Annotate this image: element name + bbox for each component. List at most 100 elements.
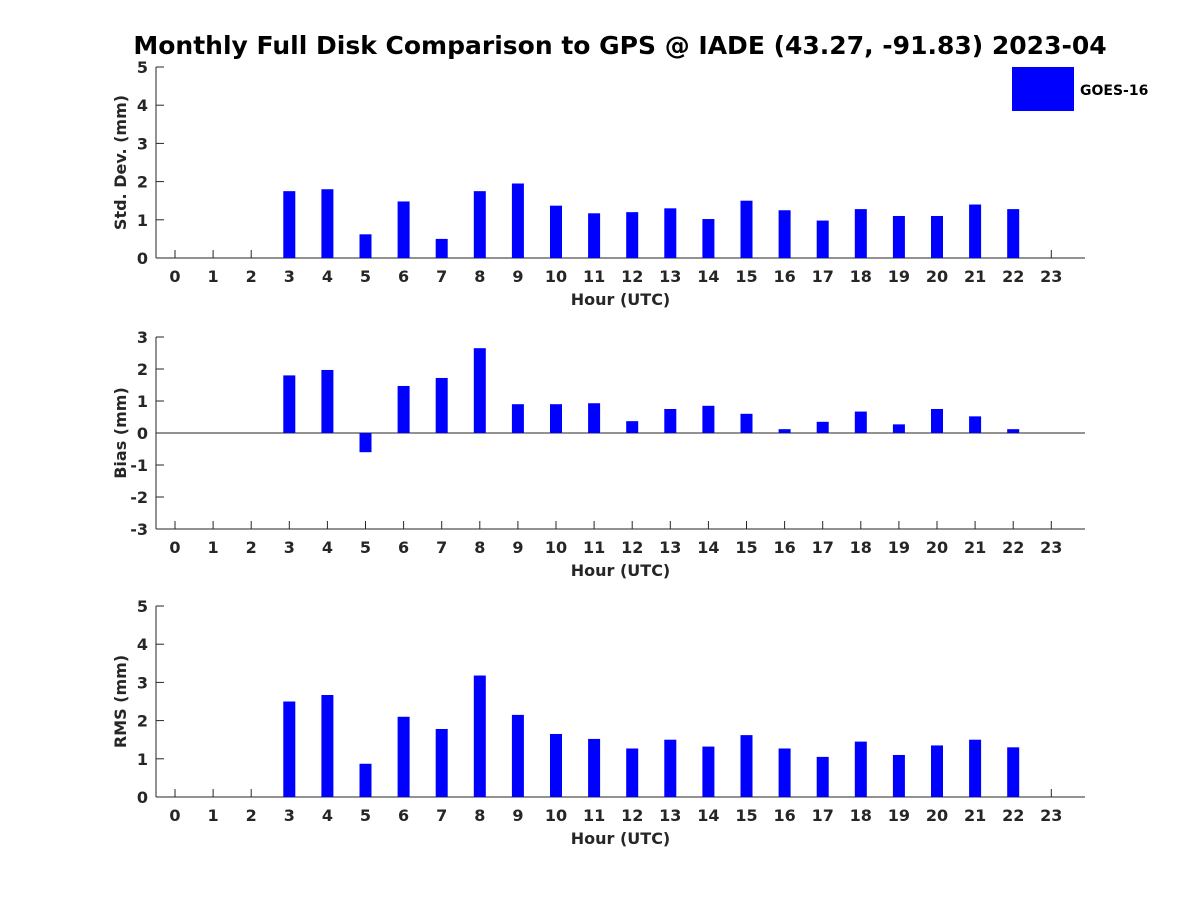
bar-hour-11 xyxy=(588,738,601,797)
y-tick-label: 2 xyxy=(137,360,148,379)
bar-hour-22 xyxy=(1007,429,1020,433)
y-tick-label: 2 xyxy=(137,173,148,192)
bar-hour-20 xyxy=(931,215,943,258)
bar-hour-5 xyxy=(359,763,372,797)
x-tick-label: 0 xyxy=(169,538,180,557)
x-tick-label: 19 xyxy=(888,267,910,286)
bar-hour-21 xyxy=(969,416,982,433)
x-tick-label: 9 xyxy=(512,538,523,557)
bar-hour-14 xyxy=(702,219,715,258)
bar-hour-9 xyxy=(511,183,524,258)
legend: GOES-16 xyxy=(1012,67,1148,111)
y-axis-label: Bias (mm) xyxy=(111,387,130,479)
x-tick-label: 4 xyxy=(322,538,333,557)
bar-hour-10 xyxy=(550,733,562,797)
bar-hour-5 xyxy=(359,234,372,258)
x-tick-label: 8 xyxy=(474,806,485,825)
y-tick-label: -1 xyxy=(130,456,148,475)
bar-hour-15 xyxy=(740,200,753,258)
x-tick-label: 5 xyxy=(360,806,371,825)
x-tick-label: 2 xyxy=(246,538,257,557)
x-tick-label: 5 xyxy=(360,538,371,557)
x-axis-label: Hour (UTC) xyxy=(571,561,671,580)
bar-hour-5 xyxy=(359,433,372,453)
x-tick-label: 2 xyxy=(246,806,257,825)
bar-hour-21 xyxy=(969,204,982,258)
x-tick-label: 15 xyxy=(735,538,757,557)
bar-hour-11 xyxy=(588,403,601,433)
y-tick-label: 1 xyxy=(137,392,148,411)
x-tick-label: 16 xyxy=(773,538,795,557)
bar-hour-3 xyxy=(283,191,296,258)
bar-hour-6 xyxy=(397,201,410,258)
y-tick-label: 5 xyxy=(137,58,148,77)
bar-hour-9 xyxy=(511,714,524,797)
y-tick-label: 5 xyxy=(137,597,148,616)
bar-hour-9 xyxy=(511,404,524,433)
bar-hour-17 xyxy=(816,220,829,258)
bar-hour-17 xyxy=(816,756,829,797)
x-tick-label: 23 xyxy=(1040,806,1062,825)
bar-hour-8 xyxy=(473,348,486,433)
y-tick-label: -2 xyxy=(130,488,148,507)
bar-hour-19 xyxy=(892,754,905,797)
x-tick-label: 12 xyxy=(621,538,643,557)
bar-hour-3 xyxy=(283,375,296,433)
x-tick-label: 15 xyxy=(735,267,757,286)
y-tick-label: 3 xyxy=(137,134,148,153)
x-tick-label: 3 xyxy=(284,806,295,825)
x-tick-label: 6 xyxy=(398,806,409,825)
x-tick-label: 21 xyxy=(964,806,986,825)
x-tick-label: 18 xyxy=(850,267,872,286)
y-tick-label: 0 xyxy=(137,249,148,268)
x-tick-label: 6 xyxy=(398,267,409,286)
bar-hour-22 xyxy=(1007,209,1020,258)
bar-hour-10 xyxy=(550,205,562,258)
legend-swatch xyxy=(1012,67,1074,111)
y-tick-label: -3 xyxy=(130,520,148,539)
x-tick-label: 4 xyxy=(322,806,333,825)
y-axis-label: Std. Dev. (mm) xyxy=(111,95,130,230)
x-tick-label: 21 xyxy=(964,267,986,286)
bar-hour-12 xyxy=(626,212,639,258)
x-tick-label: 23 xyxy=(1040,538,1062,557)
bar-hour-14 xyxy=(702,405,715,433)
bar-hour-6 xyxy=(397,716,410,797)
x-tick-label: 3 xyxy=(284,538,295,557)
x-tick-label: 14 xyxy=(697,267,719,286)
x-tick-label: 21 xyxy=(964,538,986,557)
y-tick-label: 0 xyxy=(137,788,148,807)
x-tick-label: 1 xyxy=(208,538,219,557)
bar-hour-7 xyxy=(435,238,448,258)
x-axis-label: Hour (UTC) xyxy=(571,829,671,848)
bar-hour-12 xyxy=(626,748,639,797)
x-tick-label: 20 xyxy=(926,538,948,557)
x-tick-label: 12 xyxy=(621,806,643,825)
x-tick-label: 8 xyxy=(474,267,485,286)
bar-hour-14 xyxy=(702,746,715,797)
x-tick-label: 18 xyxy=(850,538,872,557)
x-tick-label: 18 xyxy=(850,806,872,825)
x-tick-label: 17 xyxy=(812,267,834,286)
bar-hour-8 xyxy=(473,191,486,258)
y-tick-label: 4 xyxy=(137,635,148,654)
bar-hour-13 xyxy=(664,409,677,433)
bar-hour-6 xyxy=(397,385,410,433)
bar-hour-4 xyxy=(321,369,334,433)
bar-hour-16 xyxy=(778,748,791,797)
x-tick-label: 6 xyxy=(398,538,409,557)
x-tick-label: 9 xyxy=(512,267,523,286)
chart-title: Monthly Full Disk Comparison to GPS @ IA… xyxy=(133,31,1106,60)
x-tick-label: 15 xyxy=(735,806,757,825)
bar-hour-18 xyxy=(854,209,867,258)
x-tick-label: 22 xyxy=(1002,538,1024,557)
legend-label: GOES-16 xyxy=(1080,83,1148,99)
x-tick-label: 17 xyxy=(812,806,834,825)
x-tick-label: 20 xyxy=(926,806,948,825)
x-tick-label: 0 xyxy=(169,267,180,286)
x-tick-label: 23 xyxy=(1040,267,1062,286)
x-tick-label: 19 xyxy=(888,806,910,825)
